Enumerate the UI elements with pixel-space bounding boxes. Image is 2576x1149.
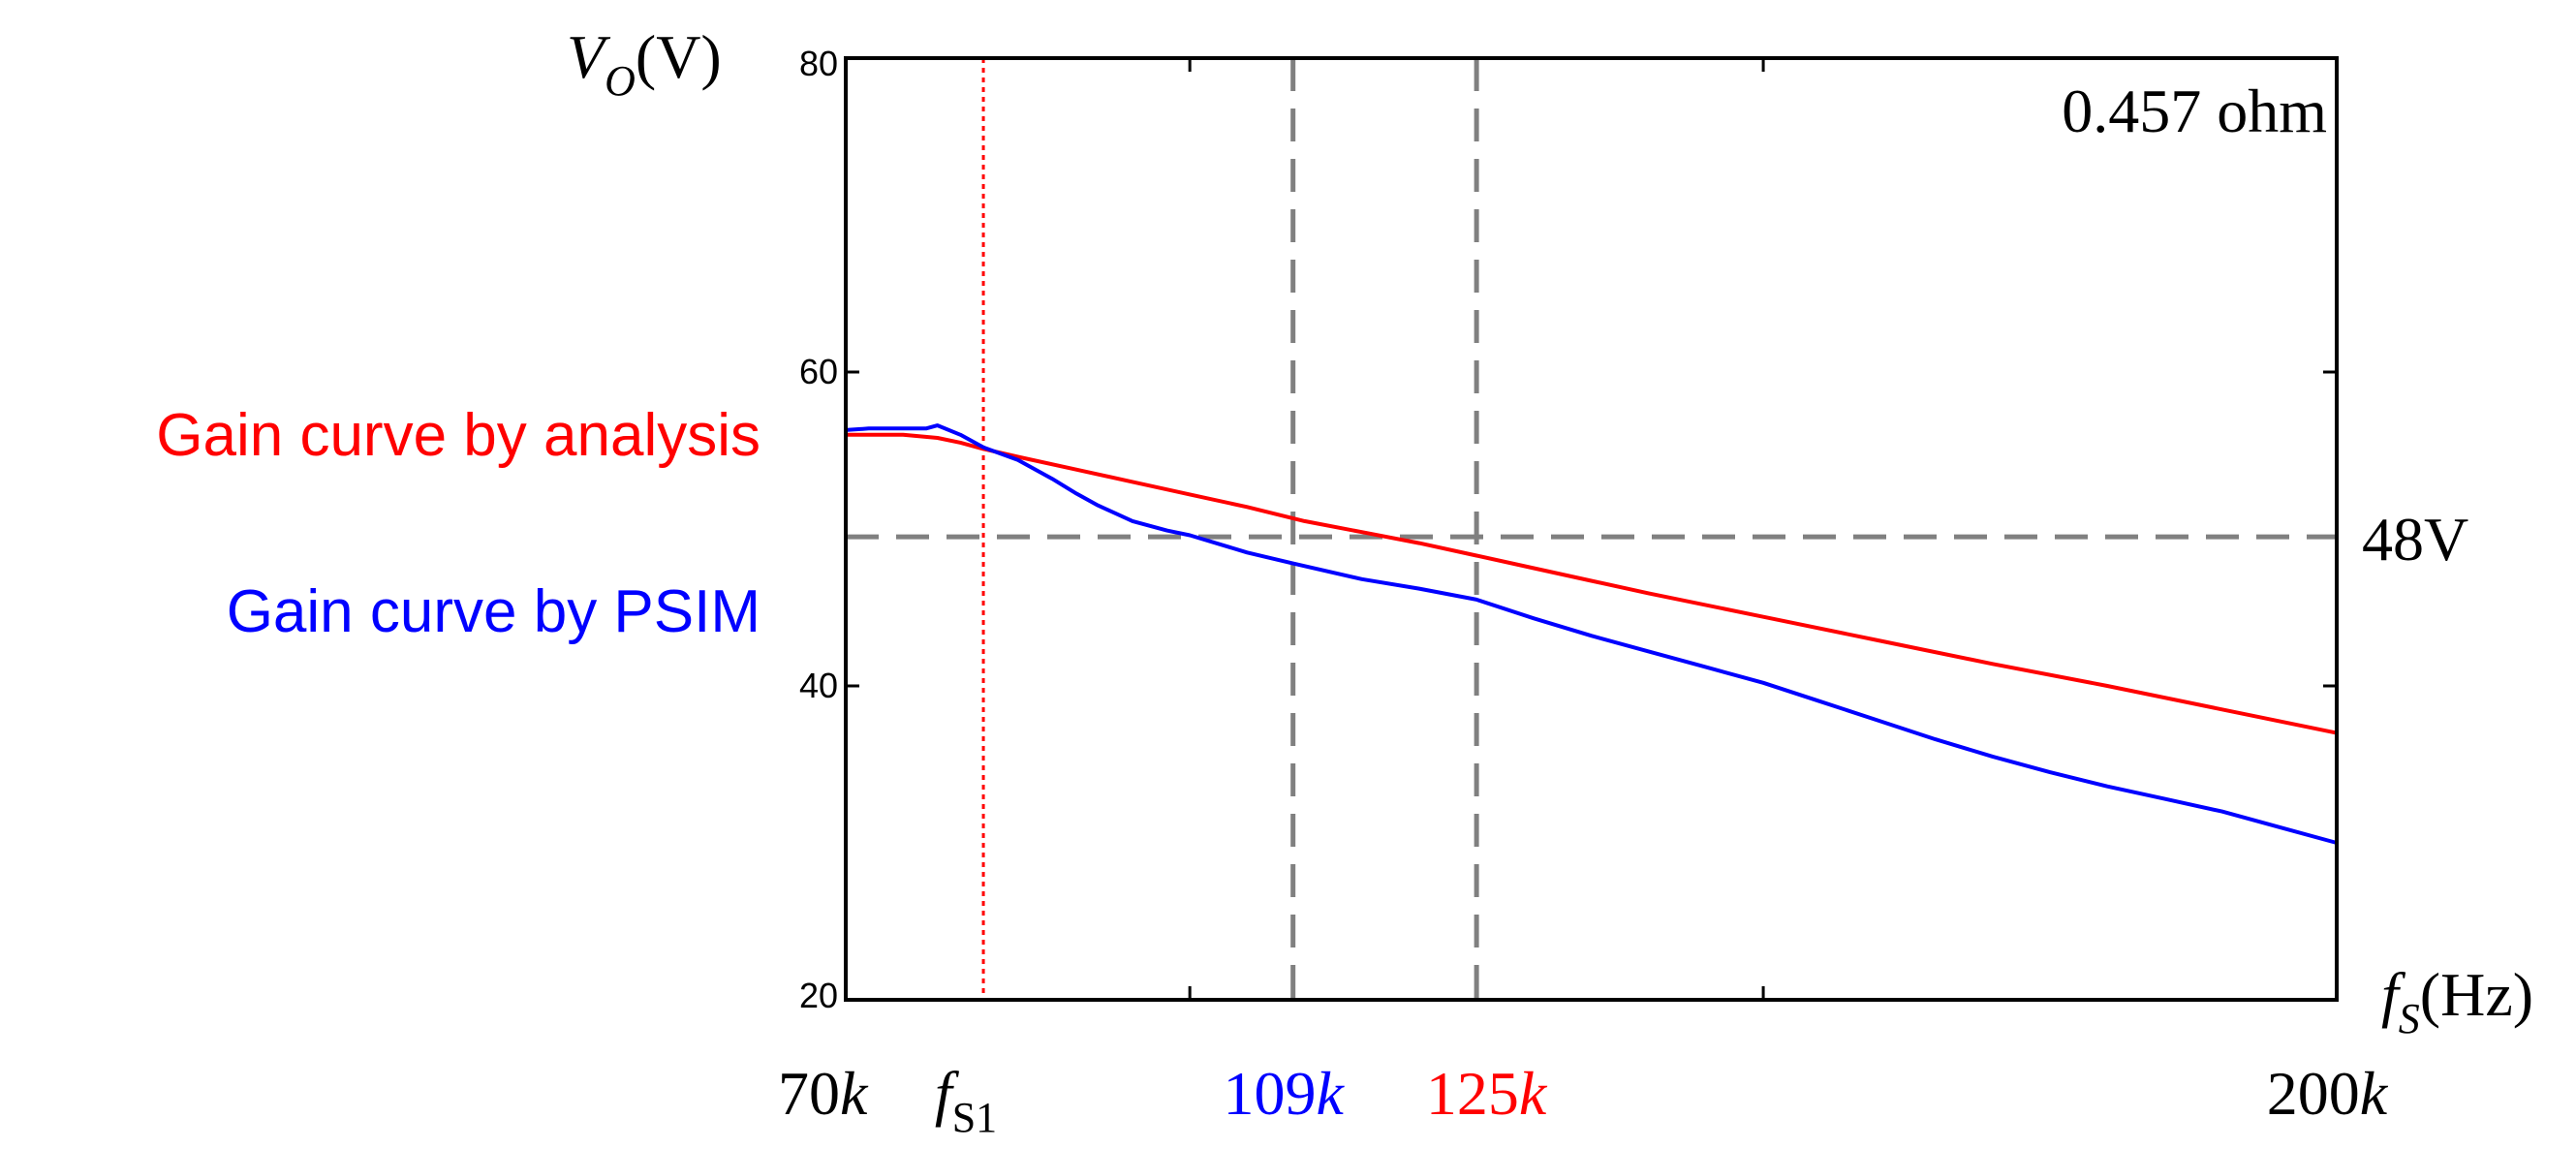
y-tick-label-60: 60 [799, 352, 838, 391]
y-tick-label-80: 80 [799, 44, 838, 83]
x-tick-label-200k: 200k [2267, 1059, 2389, 1128]
y-axis-label: VO(V) [567, 22, 722, 105]
x-tick-label-109k: 109k [1223, 1059, 1345, 1128]
plot-frame [844, 56, 2339, 1002]
x-tick-label-125k: 125k [1426, 1059, 1548, 1128]
legend-analysis: Gain curve by analysis [156, 402, 760, 469]
y-tick-labels: 20 40 60 80 [799, 44, 2337, 1015]
series-line-psim [845, 423, 2338, 845]
reference-voltage-label: 48V [2362, 505, 2468, 574]
x-axis-label: fS(Hz) [2381, 960, 2533, 1042]
reference-lines [846, 58, 2337, 1000]
x-tick-label-70k: 70k [778, 1059, 869, 1128]
y-tick-label-20: 20 [799, 976, 838, 1015]
y-tick-label-40: 40 [799, 666, 838, 705]
fs1-label: fS1 [935, 1059, 997, 1141]
series-line-analysis [846, 432, 2338, 735]
gridlines [1188, 58, 1765, 1000]
legend-psim: Gain curve by PSIM [227, 578, 760, 645]
series-lines [845, 423, 2338, 845]
x-tick-labels: 70k 109k 125k 200k [778, 1059, 2389, 1128]
load-annotation: 0.457 ohm [2062, 77, 2327, 145]
